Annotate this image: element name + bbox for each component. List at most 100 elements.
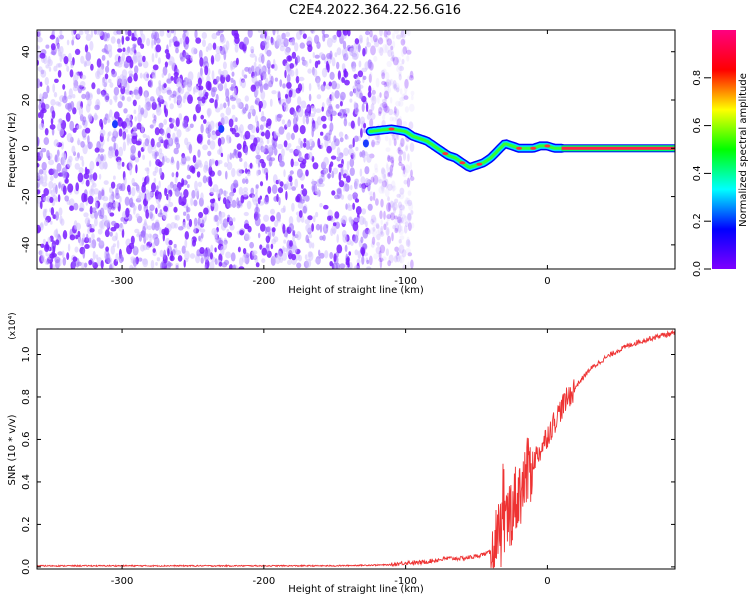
noise-blob bbox=[344, 135, 349, 140]
noise-blob bbox=[396, 247, 402, 255]
noise-blob bbox=[250, 187, 255, 195]
noise-blob bbox=[288, 216, 294, 226]
noise-blob bbox=[130, 154, 136, 161]
noise-blob bbox=[118, 253, 124, 264]
noise-blob bbox=[378, 186, 385, 194]
noise-blob bbox=[300, 199, 305, 204]
noise-blob bbox=[155, 159, 161, 166]
noise-blob bbox=[250, 46, 255, 53]
colorbar-tick-label: 0.0 bbox=[692, 261, 703, 277]
noise-blob bbox=[315, 108, 322, 113]
noise-blob bbox=[144, 233, 149, 241]
noise-blob bbox=[135, 140, 142, 146]
noise-blob bbox=[235, 57, 239, 66]
noise-blob bbox=[387, 49, 393, 57]
noise-blob bbox=[139, 30, 143, 36]
noise-blob bbox=[198, 211, 204, 219]
noise-blob bbox=[330, 155, 337, 160]
noise-blob bbox=[174, 223, 178, 229]
noise-blob bbox=[184, 137, 189, 146]
noise-blob bbox=[397, 146, 401, 152]
noise-blob bbox=[265, 172, 269, 181]
noise-blob bbox=[57, 102, 62, 107]
noise-blob bbox=[101, 78, 108, 87]
noise-blob bbox=[385, 79, 392, 88]
noise-blob bbox=[246, 171, 251, 177]
noise-blob bbox=[69, 198, 75, 208]
noise-blob bbox=[156, 141, 161, 148]
noise-blob bbox=[362, 75, 367, 80]
noise-blob bbox=[127, 30, 132, 37]
noise-blob bbox=[134, 246, 138, 251]
noise-blob bbox=[57, 251, 63, 256]
noise-blob bbox=[283, 169, 286, 178]
noise-blob bbox=[260, 223, 266, 232]
noise-blob bbox=[139, 54, 144, 65]
noise-blob bbox=[218, 261, 223, 267]
noise-blob bbox=[263, 122, 266, 127]
noise-blob bbox=[385, 178, 389, 189]
noise-blob bbox=[393, 111, 397, 116]
noise-blob bbox=[284, 93, 289, 99]
noise-blob bbox=[52, 30, 56, 35]
noise-blob bbox=[214, 99, 218, 110]
noise-blob bbox=[135, 213, 140, 219]
noise-blob bbox=[89, 205, 93, 215]
noise-blob bbox=[369, 71, 373, 79]
noise-blob bbox=[218, 159, 223, 165]
noise-blob bbox=[49, 34, 56, 40]
noise-blob bbox=[183, 211, 187, 216]
noise-blob bbox=[337, 70, 341, 80]
noise-blob bbox=[394, 223, 399, 232]
noise-blob bbox=[43, 219, 49, 226]
noise-blob bbox=[186, 207, 191, 213]
noise-blob bbox=[321, 106, 324, 112]
noise-blob bbox=[296, 55, 301, 63]
x-tick-label: -300 bbox=[111, 576, 134, 587]
noise-blob bbox=[124, 128, 129, 133]
noise-blob bbox=[286, 181, 289, 188]
noise-blob bbox=[352, 55, 358, 60]
noise-blob bbox=[314, 60, 319, 69]
noise-blob bbox=[148, 79, 153, 88]
noise-blob bbox=[344, 183, 350, 192]
noise-blob bbox=[299, 42, 305, 49]
noise-blob bbox=[399, 142, 404, 148]
noise-blob bbox=[54, 78, 59, 84]
noise-blob bbox=[363, 129, 367, 134]
noise-blob bbox=[38, 169, 44, 175]
noise-blob bbox=[214, 214, 219, 222]
noise-blob bbox=[142, 60, 149, 69]
noise-blob bbox=[403, 179, 408, 185]
noise-blob bbox=[44, 77, 49, 86]
noise-blob bbox=[370, 112, 376, 120]
noise-blob bbox=[378, 179, 383, 184]
noise-blob bbox=[66, 133, 73, 143]
noise-blob bbox=[204, 91, 209, 97]
noise-blob bbox=[116, 63, 123, 68]
noise-blob bbox=[183, 81, 188, 88]
noise-blob bbox=[62, 84, 66, 90]
noise-blob bbox=[387, 154, 391, 162]
noise-blob bbox=[395, 85, 401, 93]
noise-blob bbox=[151, 53, 155, 63]
noise-blob bbox=[236, 143, 242, 151]
noise-blob bbox=[61, 250, 65, 259]
noise-blob bbox=[371, 93, 376, 102]
noise-blob bbox=[72, 85, 78, 92]
noise-blob bbox=[361, 103, 365, 113]
noise-blob bbox=[366, 153, 372, 163]
noise-blob bbox=[307, 215, 313, 221]
noise-blob bbox=[69, 234, 76, 241]
noise-blob bbox=[149, 124, 154, 129]
noise-blob bbox=[354, 198, 360, 203]
noise-blob bbox=[72, 256, 78, 262]
noise-blob bbox=[250, 84, 256, 92]
noise-blob bbox=[131, 131, 138, 136]
noise-blob bbox=[53, 139, 59, 147]
noise-blob bbox=[163, 205, 169, 213]
noise-blob bbox=[104, 92, 110, 103]
noise-blob bbox=[175, 249, 181, 256]
noise-blob bbox=[219, 36, 226, 44]
noise-blob bbox=[138, 191, 142, 201]
